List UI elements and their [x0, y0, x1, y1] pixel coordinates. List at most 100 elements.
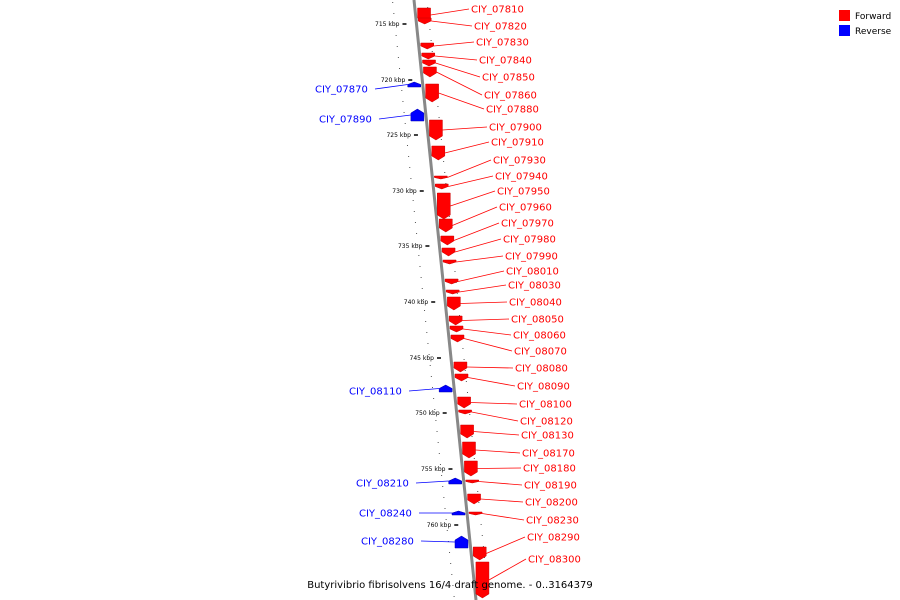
gene-glyph-ciy-07830[interactable] — [420, 42, 435, 50]
gene-label-ciy-07980[interactable]: CIY_07980 — [503, 235, 556, 246]
gene-label-ciy-08090[interactable]: CIY_08090 — [517, 382, 570, 393]
gene-label-ciy-07860[interactable]: CIY_07860 — [484, 91, 537, 102]
gene-glyph-ciy-07970[interactable] — [440, 235, 455, 246]
gene-label-ciy-07940[interactable]: CIY_07940 — [495, 172, 548, 183]
gene-glyph-ciy-07870[interactable] — [407, 81, 421, 88]
ruler-dot — [444, 172, 446, 173]
gene-glyph-ciy-07850[interactable] — [422, 59, 436, 67]
gene-glyph-ciy-07940[interactable] — [435, 183, 449, 190]
gene-glyph-ciy-08040[interactable] — [447, 296, 461, 311]
gene-glyph-ciy-08210[interactable] — [448, 477, 462, 485]
gene-layer — [407, 7, 490, 599]
gene-glyph-ciy-08180[interactable] — [464, 460, 478, 477]
ruler-dot — [422, 299, 424, 300]
gene-glyph-ciy-08230[interactable] — [468, 511, 483, 516]
gene-label-ciy-08080[interactable]: CIY_08080 — [515, 364, 568, 375]
gene-glyph-ciy-07990[interactable] — [442, 259, 457, 265]
gene-label-ciy-07950[interactable]: CIY_07950 — [497, 187, 550, 198]
gene-label-ciy-08010[interactable]: CIY_08010 — [506, 267, 559, 278]
gene-label-ciy-08030[interactable]: CIY_08030 — [508, 281, 561, 292]
gene-label-ciy-07870[interactable]: CIY_07870 — [315, 85, 368, 96]
gene-leader-line — [452, 206, 498, 226]
gene-label-ciy-07900[interactable]: CIY_07900 — [489, 123, 542, 134]
ruler-dot — [441, 475, 443, 476]
gene-label-ciy-07820[interactable]: CIY_07820 — [474, 22, 527, 33]
gene-label-ciy-08290[interactable]: CIY_08290 — [527, 533, 580, 544]
gene-glyph-ciy-08080[interactable] — [453, 361, 468, 373]
gene-label-ciy-08060[interactable]: CIY_08060 — [513, 331, 566, 342]
gene-label-ciy-07890[interactable]: CIY_07890 — [319, 115, 372, 126]
gene-label-ciy-07880[interactable]: CIY_07880 — [486, 105, 539, 116]
gene-glyph-ciy-07950[interactable] — [437, 192, 451, 220]
gene-label-ciy-08130[interactable]: CIY_08130 — [521, 431, 574, 442]
gene-glyph-ciy-07860[interactable] — [423, 66, 437, 78]
gene-glyph-ciy-08290[interactable] — [472, 546, 487, 561]
ruler-dot — [397, 57, 399, 58]
gene-label-ciy-07830[interactable]: CIY_07830 — [476, 38, 529, 49]
ruler-dot — [427, 7, 429, 8]
tick-label: 750 kbp — [415, 410, 440, 417]
gene-label-ciy-08200[interactable]: CIY_08200 — [525, 498, 578, 509]
gene-label-ciy-07810[interactable]: CIY_07810 — [471, 5, 524, 16]
gene-leader-line — [450, 190, 496, 207]
gene-glyph-ciy-08070[interactable] — [450, 334, 465, 343]
gene-glyph-ciy-08060[interactable] — [449, 325, 464, 333]
gene-leader-line — [460, 301, 508, 304]
gene-label-ciy-08300[interactable]: CIY_08300 — [528, 555, 581, 566]
ruler-dot — [446, 530, 448, 531]
gene-glyph-ciy-07910[interactable] — [431, 145, 446, 161]
gene-glyph-ciy-07930[interactable] — [434, 175, 448, 180]
gene-glyph-ciy-08130[interactable] — [460, 424, 474, 439]
gene-glyph-ciy-08100[interactable] — [457, 396, 471, 409]
gene-label-ciy-08120[interactable]: CIY_08120 — [520, 417, 573, 428]
gene-label-ciy-07990[interactable]: CIY_07990 — [505, 252, 558, 263]
gene-glyph-ciy-08240[interactable] — [451, 510, 466, 516]
gene-glyph-ciy-08010[interactable] — [444, 278, 459, 285]
gene-glyph-ciy-07820[interactable] — [417, 17, 432, 25]
gene-label-ciy-08040[interactable]: CIY_08040 — [509, 298, 562, 309]
ruler-dot — [427, 343, 429, 344]
gene-label-ciy-08180[interactable]: CIY_08180 — [523, 464, 576, 475]
gene-label-ciy-07930[interactable]: CIY_07930 — [493, 156, 546, 167]
tick-label: 755 kbp — [421, 466, 446, 473]
gene-label-ciy-07970[interactable]: CIY_07970 — [501, 219, 554, 230]
gene-label-ciy-08050[interactable]: CIY_08050 — [511, 315, 564, 326]
gene-label-ciy-08110[interactable]: CIY_08110 — [349, 387, 402, 398]
gene-glyph-ciy-08050[interactable] — [448, 315, 463, 326]
gene-glyph-ciy-07980[interactable] — [441, 247, 456, 257]
gene-glyph-ciy-08300[interactable] — [475, 561, 490, 599]
gene-glyph-ciy-07960[interactable] — [439, 218, 453, 233]
gene-glyph-ciy-08030[interactable] — [445, 289, 460, 295]
gene-label-ciy-08230[interactable]: CIY_08230 — [526, 516, 579, 527]
gene-glyph-ciy-08110[interactable] — [438, 384, 453, 393]
gene-label-ciy-07910[interactable]: CIY_07910 — [491, 138, 544, 149]
ruler-dot — [436, 431, 438, 432]
gene-label-ciy-08240[interactable]: CIY_08240 — [359, 509, 412, 520]
gene-glyph-ciy-08190[interactable] — [465, 479, 480, 484]
gene-leader-line — [475, 449, 521, 454]
gene-label-ciy-08070[interactable]: CIY_08070 — [514, 347, 567, 358]
gene-glyph-ciy-08170[interactable] — [462, 441, 476, 459]
gene-label-ciy-07960[interactable]: CIY_07960 — [499, 203, 552, 214]
gene-glyph-ciy-07890[interactable] — [410, 108, 425, 122]
gene-leader-line — [470, 402, 518, 405]
gene-label-ciy-08170[interactable]: CIY_08170 — [522, 449, 575, 460]
gene-glyph-ciy-08280[interactable] — [454, 535, 469, 549]
gene-label-ciy-08190[interactable]: CIY_08190 — [524, 481, 577, 492]
gene-glyph-ciy-07900[interactable] — [429, 119, 443, 141]
legend-reverse-swatch — [839, 25, 850, 36]
tick-layer: 715 kbp 720 kbp 725 kbp 730 kbp 735 kbp 740 k… — [375, 2, 489, 597]
gene-glyph-ciy-08090[interactable] — [454, 373, 469, 382]
gene-leader-line — [434, 55, 478, 61]
gene-glyph-ciy-07840[interactable] — [421, 52, 436, 60]
gene-glyph-ciy-07880[interactable] — [425, 83, 439, 103]
gene-glyph-ciy-08120[interactable] — [458, 409, 472, 415]
gene-label-ciy-08100[interactable]: CIY_08100 — [519, 400, 572, 411]
gene-label-ciy-07850[interactable]: CIY_07850 — [482, 73, 535, 84]
gene-label-ciy-08280[interactable]: CIY_08280 — [361, 537, 414, 548]
gene-label-ciy-07840[interactable]: CIY_07840 — [479, 56, 532, 67]
gene-label-ciy-08210[interactable]: CIY_08210 — [356, 479, 409, 490]
gene-glyph-ciy-08200[interactable] — [467, 493, 481, 505]
gene-leader-line — [459, 284, 507, 293]
